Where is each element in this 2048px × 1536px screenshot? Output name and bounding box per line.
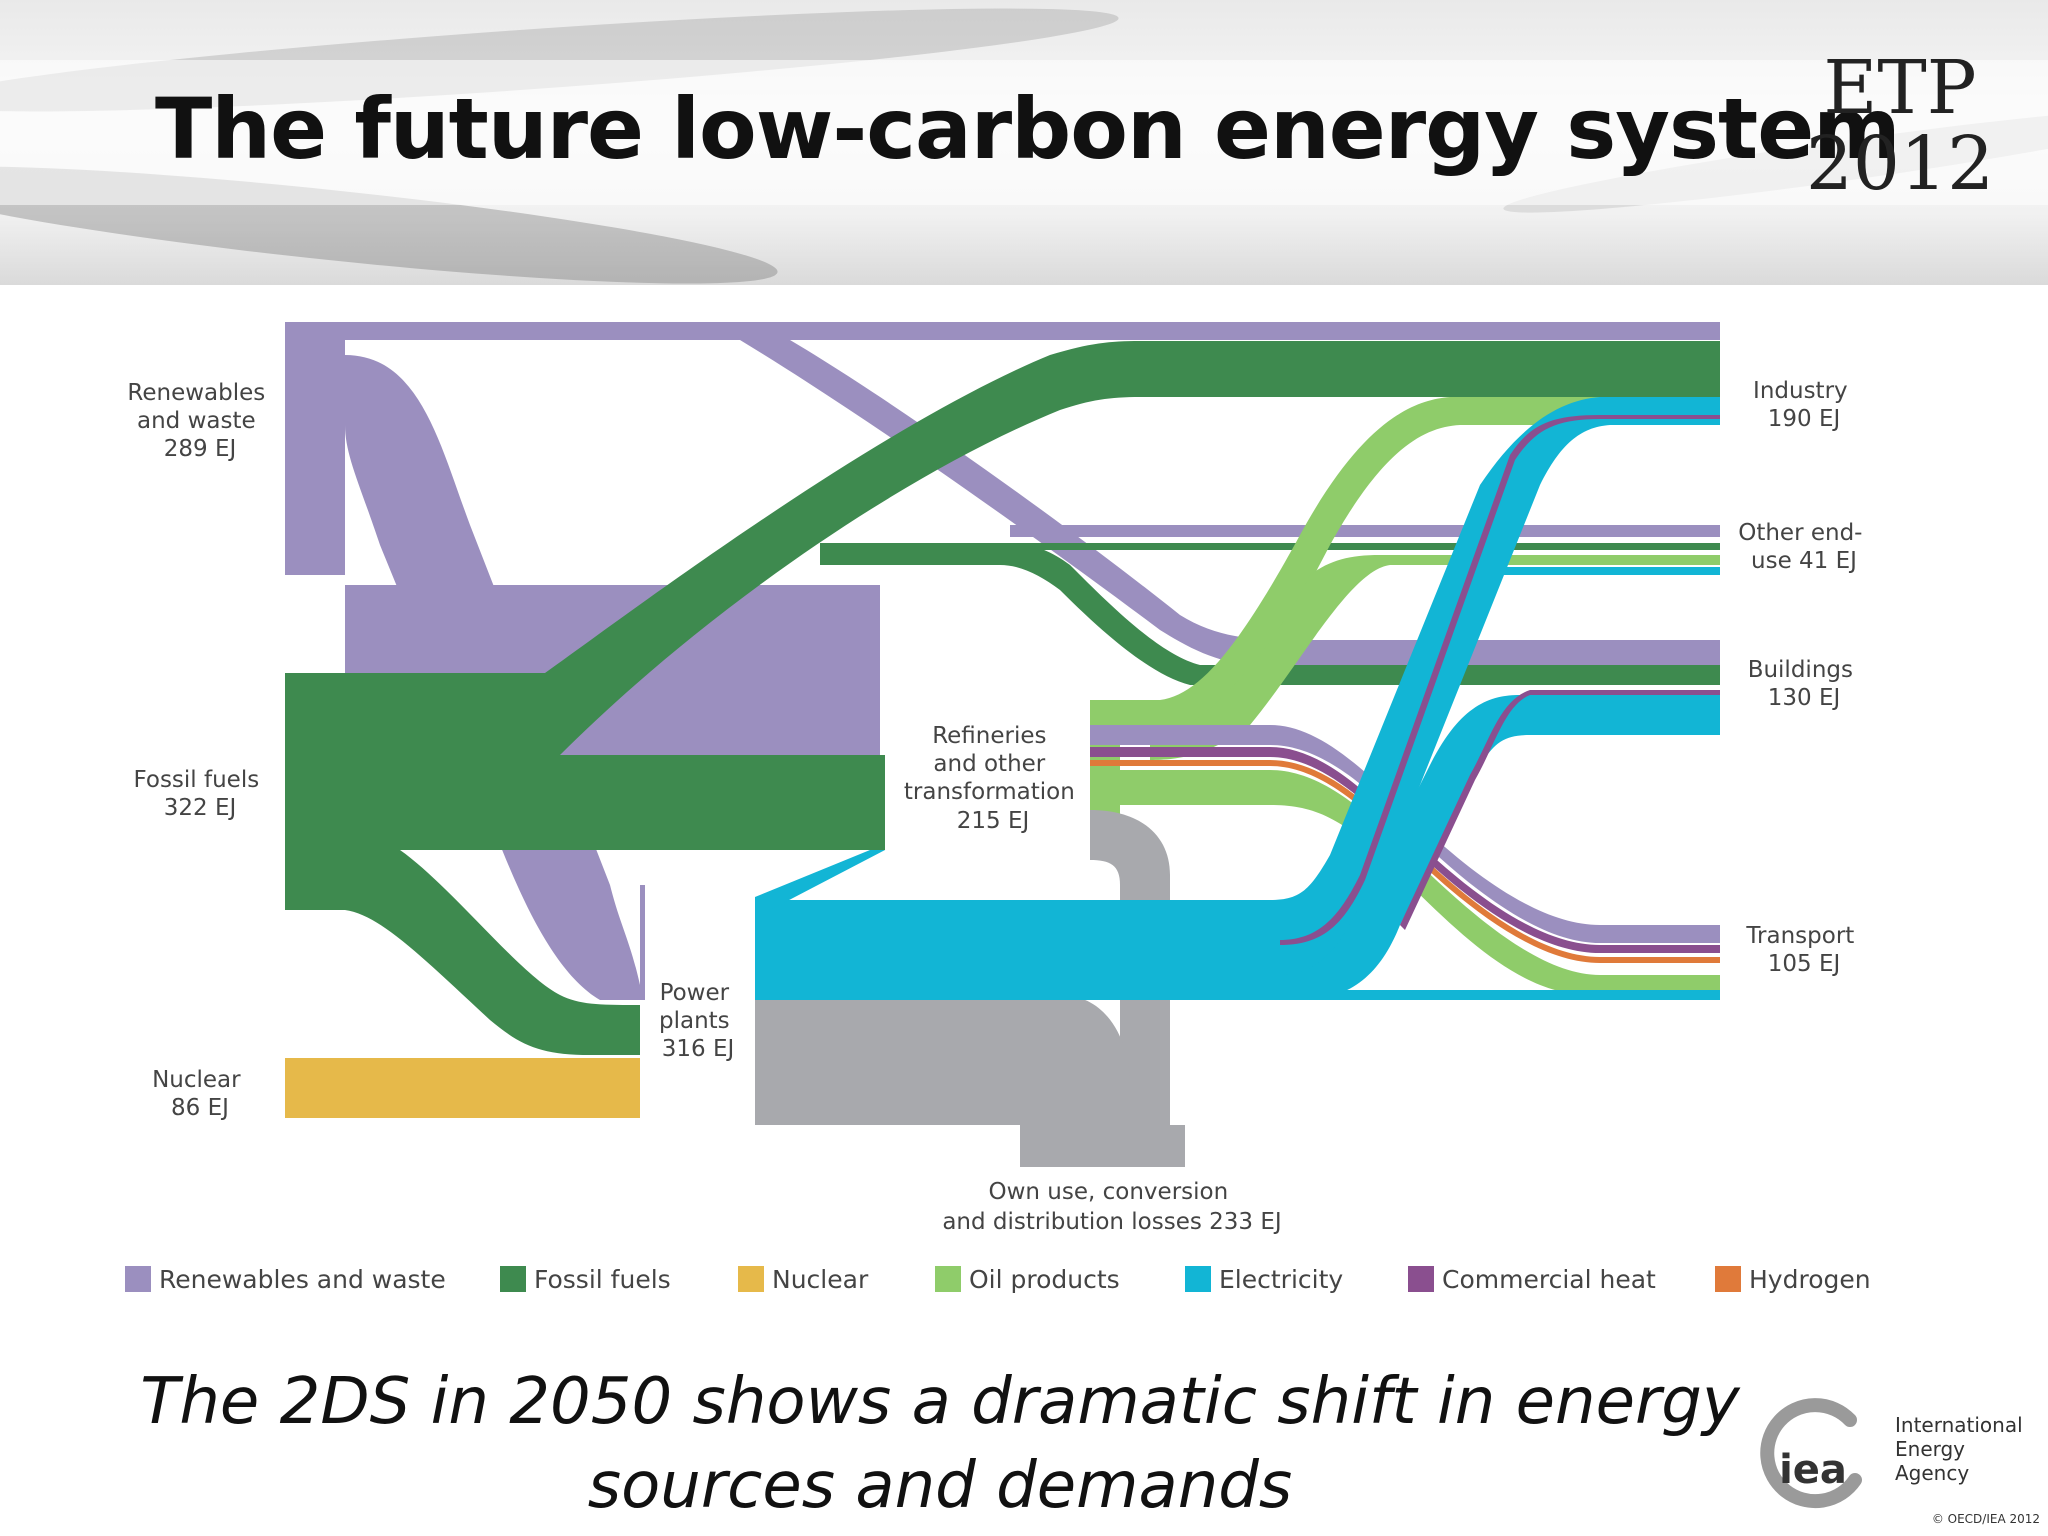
renewables-to-buildings-flow [740, 340, 1720, 668]
legend-label: Oil products [969, 1264, 1120, 1294]
etp-badge-line1: ETP [1823, 45, 1977, 131]
label-fossil-line1: Fossil fuels [133, 767, 259, 793]
header-banner: The future low-carbon energy system ETP … [0, 0, 2048, 285]
label-renewables-line1: Renewables [127, 380, 265, 406]
label-refineries-line1: Refineries [932, 723, 1046, 749]
legend: Renewables and waste Fossil fuels Nuclea… [125, 1262, 1985, 1296]
label-renewables-line2: and waste [137, 408, 256, 434]
label-other-line2: use 41 EJ [1751, 548, 1857, 574]
renewables-source-node [285, 322, 1720, 340]
legend-label: Electricity [1219, 1264, 1344, 1294]
legend-item-heat: Commercial heat [1408, 1262, 1656, 1296]
label-renewables-value: 289 EJ [164, 436, 237, 462]
copyright-notice: © OECD/IEA 2012 [1931, 1512, 2040, 1526]
label-power-line1: Power [660, 980, 730, 1006]
legend-label: Fossil fuels [534, 1264, 671, 1294]
legend-label: Commercial heat [1442, 1264, 1656, 1294]
fossil-to-buildings-flow [820, 543, 1720, 685]
legend-item-fossil: Fossil fuels [500, 1262, 671, 1296]
legend-item-electricity: Electricity [1185, 1262, 1343, 1296]
label-losses-line2: and distribution losses 233 EJ [942, 1209, 1281, 1235]
fossil-to-power-flow [345, 850, 640, 1055]
subtitle-line2: sources and demands [587, 1449, 1293, 1523]
label-industry-line1: Industry [1753, 378, 1848, 404]
label-buildings: Buildings 130 EJ [1748, 657, 1861, 711]
label-refineries-line3: transformation [904, 779, 1075, 805]
label-other-end-use: Other end- use 41 EJ [1738, 520, 1870, 574]
label-fossil-value: 322 EJ [164, 795, 237, 821]
label-industry-value: 190 EJ [1768, 406, 1841, 432]
electricity-to-other-flow [1490, 567, 1720, 575]
label-power-plants: Power plants 316 EJ [659, 980, 737, 1062]
iea-logo-text: iea [1779, 1447, 1847, 1493]
iea-org-name: International Energy Agency [1895, 1413, 2045, 1485]
legend-item-oil: Oil products [935, 1262, 1120, 1296]
label-renewables: Renewables and waste 289 EJ [127, 380, 272, 462]
renewables-source-bar [285, 322, 345, 575]
label-transport: Transport 105 EJ [1745, 923, 1861, 977]
legend-swatch [935, 1266, 961, 1292]
header-band [0, 60, 2048, 205]
label-buildings-value: 130 EJ [1768, 685, 1841, 711]
iea-org-line2: Energy Agency [1895, 1437, 1970, 1485]
fossil-to-industry-flow [345, 341, 1720, 755]
losses-node [1020, 1125, 1185, 1167]
legend-item-hydrogen: Hydrogen [1715, 1262, 1871, 1296]
legend-item-nuclear: Nuclear [738, 1262, 868, 1296]
legend-item-renewables: Renewables and waste [125, 1262, 446, 1296]
legend-label: Hydrogen [1749, 1264, 1871, 1294]
legend-swatch [738, 1266, 764, 1292]
iea-org-line1: International [1895, 1413, 2023, 1437]
legend-swatch [500, 1266, 526, 1292]
power-plants-node [640, 885, 645, 1000]
subtitle-line1: The 2DS in 2050 shows a dramatic shift i… [140, 1365, 1740, 1439]
etp-badge: ETP 2012 [1780, 50, 2020, 202]
legend-swatch [1408, 1266, 1434, 1292]
label-nuclear-line1: Nuclear [152, 1067, 241, 1093]
label-industry: Industry 190 EJ [1753, 378, 1855, 432]
label-power-value: 316 EJ [662, 1036, 735, 1062]
label-buildings-line1: Buildings [1748, 657, 1853, 683]
oil-to-transport-flow [1090, 770, 1720, 995]
fossil-to-refineries-flow [345, 755, 885, 850]
label-nuclear-value: 86 EJ [171, 1095, 229, 1121]
label-losses-line1: Own use, conversion [989, 1179, 1229, 1205]
power-to-refinery-electricity [755, 850, 885, 910]
label-refineries: Refineries and other transformation 215 … [904, 723, 1082, 834]
electricity-to-transport-flow [755, 990, 1720, 1000]
legend-swatch [1715, 1266, 1741, 1292]
label-other-line1: Other end- [1738, 520, 1862, 546]
iea-logo-icon: iea [1760, 1398, 1862, 1509]
label-nuclear: Nuclear 86 EJ [152, 1067, 248, 1121]
sankey-diagram: Renewables and waste 289 EJ Fossil fuels… [127, 322, 1870, 1235]
label-power-line2: plants [659, 1008, 730, 1034]
label-losses: Own use, conversion and distribution los… [942, 1179, 1281, 1235]
sankey-flows [285, 322, 1720, 1167]
legend-label: Renewables and waste [159, 1264, 446, 1294]
label-transport-line1: Transport [1745, 923, 1854, 949]
electricity-to-buildings-flow [1280, 695, 1720, 1000]
renewables-to-other-flow [1010, 525, 1720, 537]
oil-to-industry-flow [1090, 397, 1720, 740]
power-losses-flow [755, 995, 1130, 1165]
slide-subtitle: The 2DS in 2050 shows a dramatic shift i… [100, 1360, 1780, 1528]
legend-label: Nuclear [772, 1264, 869, 1294]
label-fossil: Fossil fuels 322 EJ [133, 767, 266, 821]
nuclear-to-power-flow [285, 1058, 640, 1118]
label-refineries-line2: and other [933, 751, 1045, 777]
node-labels: Renewables and waste 289 EJ Fossil fuels… [127, 378, 1870, 1235]
page-title: The future low-carbon energy system [155, 80, 1901, 178]
legend-swatch [125, 1266, 151, 1292]
label-refineries-value: 215 EJ [957, 808, 1030, 834]
legend-swatch [1185, 1266, 1211, 1292]
etp-badge-line2: 2012 [1805, 121, 1995, 207]
label-transport-value: 105 EJ [1768, 951, 1841, 977]
fossil-to-other-flow [860, 543, 1720, 550]
fossil-source-bar [285, 673, 345, 910]
